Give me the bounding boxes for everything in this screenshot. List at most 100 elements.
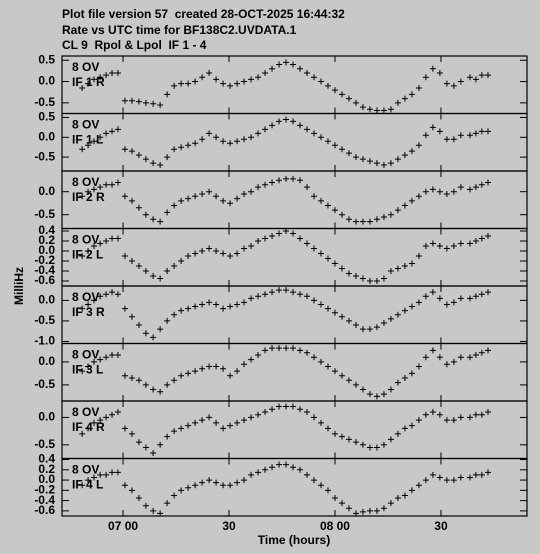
data-point — [457, 184, 464, 191]
data-point — [401, 202, 408, 209]
data-point — [185, 80, 192, 87]
data-point — [310, 414, 317, 421]
data-point — [241, 299, 248, 306]
data-point — [220, 365, 227, 372]
data-point — [485, 469, 492, 476]
data-point — [206, 70, 213, 77]
data-point — [255, 184, 262, 191]
y-tick-label: 0.0 — [38, 243, 55, 257]
data-point — [171, 492, 178, 499]
data-point — [283, 116, 290, 123]
data-point — [380, 441, 387, 448]
data-point — [394, 311, 401, 318]
data-point — [206, 299, 213, 306]
data-point — [283, 175, 290, 182]
data-point — [241, 361, 248, 368]
data-point — [394, 156, 401, 163]
data-point — [429, 289, 436, 296]
data-point — [227, 82, 234, 89]
data-point — [304, 184, 311, 191]
data-point — [359, 275, 366, 282]
data-point — [269, 289, 276, 296]
data-point — [114, 352, 121, 358]
data-point — [248, 76, 255, 83]
data-point — [457, 132, 464, 139]
data-point — [192, 368, 199, 375]
data-point — [338, 500, 345, 507]
data-point — [220, 425, 227, 432]
data-point — [387, 315, 394, 322]
data-point — [234, 138, 241, 145]
data-point — [297, 406, 304, 413]
panel-label: IF 2 L — [72, 248, 103, 262]
data-point — [408, 370, 415, 377]
data-point — [310, 354, 317, 361]
data-point — [387, 211, 394, 218]
data-point — [164, 500, 171, 507]
data-point — [373, 278, 380, 284]
data-point — [206, 414, 213, 421]
title-line: Plot file version 57 created 28-OCT-2025… — [62, 7, 345, 21]
data-point — [380, 391, 387, 398]
data-point — [310, 297, 317, 304]
data-point — [408, 197, 415, 204]
y-tick-label: -0.4 — [34, 263, 55, 277]
data-point — [157, 510, 164, 517]
data-point — [142, 444, 149, 451]
data-point — [128, 97, 135, 104]
data-point — [150, 507, 157, 514]
data-point — [304, 126, 311, 133]
data-point — [373, 507, 380, 514]
data-point — [255, 293, 262, 300]
data-point — [443, 301, 450, 308]
data-point — [338, 91, 345, 98]
title-line: CL 9 Rpol & Lpol IF 1 - 4 — [62, 38, 207, 52]
data-point — [373, 216, 380, 223]
x-tick-label: 07 00 — [108, 519, 138, 533]
data-point — [345, 216, 352, 223]
data-point — [443, 477, 450, 484]
data-point — [91, 186, 98, 193]
data-point — [85, 80, 92, 87]
data-point — [373, 107, 380, 114]
data-point — [91, 243, 98, 249]
data-point — [422, 354, 429, 361]
data-point — [185, 253, 192, 259]
data-point — [478, 72, 485, 79]
data-point — [142, 99, 149, 106]
data-point — [380, 162, 387, 169]
data-point — [178, 144, 185, 151]
data-point — [171, 377, 178, 384]
data-point — [338, 265, 345, 272]
data-point — [150, 450, 157, 457]
data-point — [310, 193, 317, 200]
data-point — [234, 195, 241, 202]
data-point — [276, 118, 283, 125]
y-tick-label: -0.5 — [34, 313, 55, 327]
data-point — [290, 175, 297, 182]
data-point — [331, 142, 338, 149]
data-point — [91, 358, 98, 365]
data-point — [436, 474, 443, 481]
data-point — [178, 372, 185, 379]
data-point — [114, 70, 121, 77]
data-point — [352, 439, 359, 446]
data-point — [234, 479, 241, 486]
data-point — [192, 482, 199, 489]
data-point — [269, 345, 276, 352]
data-point — [345, 317, 352, 324]
data-point — [128, 313, 135, 320]
data-point — [331, 495, 338, 502]
data-point — [338, 146, 345, 153]
data-point — [150, 216, 157, 223]
data-point — [331, 207, 338, 214]
data-point — [213, 301, 220, 308]
data-point — [415, 417, 422, 424]
data-point — [135, 204, 142, 211]
panel-label: 8 OV — [72, 463, 99, 477]
data-point — [192, 250, 199, 257]
y-tick-label: 0.4 — [38, 223, 55, 237]
data-point — [408, 422, 415, 429]
data-point — [401, 263, 408, 269]
panel-label: 8 OV — [72, 118, 99, 132]
